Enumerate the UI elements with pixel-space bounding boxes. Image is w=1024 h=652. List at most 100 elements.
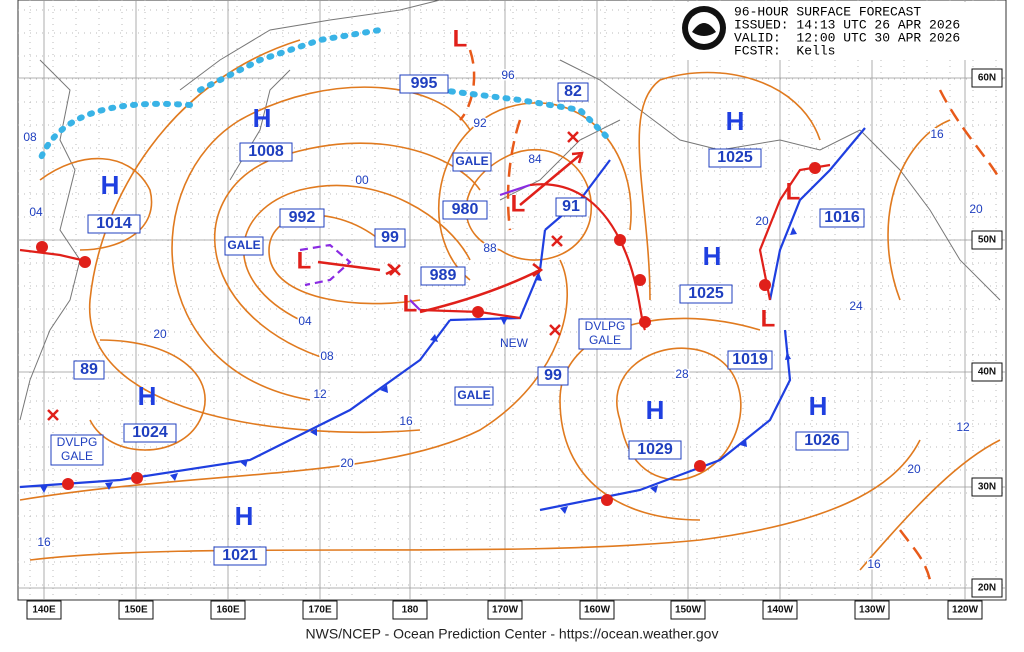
low-pressure: 82 <box>564 83 582 100</box>
isobar-label: 08 <box>320 349 334 363</box>
high-pressure: 1025 <box>717 149 753 166</box>
low-pressure: 1016 <box>824 209 860 226</box>
isobar-label: 04 <box>298 314 312 328</box>
longitude-label: 160E <box>216 605 240 616</box>
latitude-label: 60N <box>978 73 996 84</box>
low-pressure: 1019 <box>732 351 768 368</box>
high-pressure-box <box>795 431 849 451</box>
high-symbol: H <box>646 395 665 425</box>
high-pressure-box <box>87 214 141 234</box>
isobar-label: 20 <box>340 456 354 470</box>
warning-box <box>578 318 632 350</box>
low-pressure: 980 <box>452 201 479 218</box>
longitude-label: 180 <box>402 605 419 616</box>
longitude-label-box <box>210 600 246 620</box>
pressure-label: 99 <box>544 367 562 384</box>
high-pressure: 1024 <box>132 424 168 441</box>
pressure-label-box <box>73 360 105 380</box>
longitude-label: 140E <box>32 605 56 616</box>
noaa-bird <box>692 23 716 36</box>
longitude-label-box <box>947 600 983 620</box>
pressure-label: 89 <box>80 361 98 378</box>
longitude-label-box <box>670 600 706 620</box>
pressure-label-box <box>374 228 406 248</box>
issued: ISSUED: 14:13 UTC 26 APR 2026 <box>734 17 960 32</box>
high-pressure-box <box>628 440 682 460</box>
pressure-label-box <box>537 366 569 386</box>
isobar-label: 16 <box>37 535 51 549</box>
latitude-label-box <box>971 578 1003 598</box>
high-pressure: 1014 <box>96 215 132 232</box>
low-symbol: L <box>403 290 418 317</box>
latitude-label-box <box>971 68 1003 88</box>
low-pressure-box <box>420 266 466 286</box>
high-symbol: H <box>101 170 120 200</box>
high-symbol: H <box>726 106 745 136</box>
low-pressure-box <box>555 197 587 217</box>
high-pressure: 1021 <box>222 547 258 564</box>
isobar-label: 16 <box>867 557 881 571</box>
isobar-label: 84 <box>528 152 542 166</box>
pressure-label: 995 <box>411 75 438 92</box>
dvlpg-warning: GALE <box>589 333 621 347</box>
isobar-label: 88 <box>483 241 497 255</box>
isobar-label: 28 <box>675 367 689 381</box>
low-pressure-box <box>442 200 488 220</box>
longitude-label-box <box>26 600 62 620</box>
longitude-label: 150W <box>675 605 702 616</box>
gale-warning-box <box>454 386 494 406</box>
dvlpg-warning: GALE <box>61 449 93 463</box>
labels: 140E 150E 160E 170E 180 170W 160W 150W 140W 130W 1… <box>22 25 1003 620</box>
gale-warning: GALE <box>227 238 260 252</box>
title-box <box>678 2 1004 60</box>
high-pressure-box <box>213 546 267 566</box>
high-pressure-box <box>708 148 762 168</box>
high-pressure-box <box>239 142 293 162</box>
low-pressure-box <box>819 208 865 228</box>
dashed-troughs <box>37 27 1002 581</box>
isobar-label: 04 <box>29 205 43 219</box>
latitude-label: 50N <box>978 235 996 246</box>
low-pressure-box <box>557 82 589 102</box>
dvlpg-warning: DVLPG <box>57 435 98 449</box>
latitude-label-box <box>971 477 1003 497</box>
high-pressure: 1008 <box>248 143 284 160</box>
isobar-label: 96 <box>501 68 515 82</box>
pressure-label-box <box>399 74 449 94</box>
dvlpg-warning: DVLPG <box>585 319 626 333</box>
longitude-label-box <box>854 600 890 620</box>
low-pressure: 992 <box>289 209 316 226</box>
low-symbol: L <box>453 25 468 52</box>
longitude-label-box <box>302 600 338 620</box>
longitude-label: 120W <box>952 605 979 616</box>
isobar-label: 00 <box>355 173 369 187</box>
high-symbol: H <box>235 501 254 531</box>
latitude-label-box <box>971 362 1003 382</box>
isobar-label: 08 <box>23 130 37 144</box>
high-pressure-box <box>123 423 177 443</box>
low-symbol: L <box>786 178 801 205</box>
pressure-label: 99 <box>381 229 399 246</box>
warning-box <box>50 434 104 466</box>
track-arrows <box>47 131 584 421</box>
high-symbol: H <box>703 241 722 271</box>
longitude-label-box <box>762 600 798 620</box>
title: 96-HOUR SURFACE FORECAST <box>734 4 921 19</box>
longitude-label: 170E <box>308 605 332 616</box>
high-pressure-box <box>679 284 733 304</box>
longitude-label-box <box>487 600 523 620</box>
high-symbol: H <box>809 391 828 421</box>
latitude-label: 20N <box>978 583 996 594</box>
longitude-label: 150E <box>124 605 148 616</box>
longitude-label-box <box>118 600 154 620</box>
isobar-label: 20 <box>153 327 167 341</box>
longitude-label-box <box>579 600 615 620</box>
gale-warning-box <box>224 236 264 256</box>
isobar-label: 12 <box>956 420 970 434</box>
high-symbol: H <box>253 103 272 133</box>
map-frame <box>17 0 1007 601</box>
high-symbol: H <box>138 381 157 411</box>
title-block: 96-HOUR SURFACE FORECAST ISSUED: 14:13 U… <box>678 2 1004 60</box>
new-label: NEW <box>500 336 529 350</box>
high-pressure: 1026 <box>804 432 840 449</box>
